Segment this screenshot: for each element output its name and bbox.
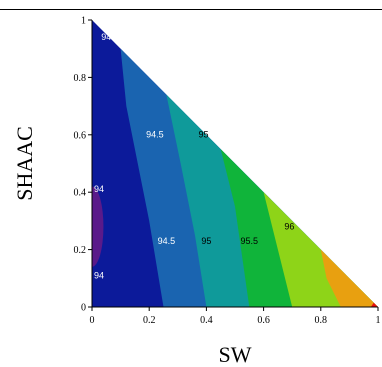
x-tick-label: 1 [376, 315, 381, 326]
contour-label: 94.5 [158, 236, 176, 246]
y-axis-title: SHAAC [12, 126, 37, 201]
y-tick-label: 0.8 [74, 73, 87, 84]
contour-label: 94 [94, 270, 104, 280]
contour-label: 94 [101, 32, 111, 42]
x-tick-label: 0 [90, 315, 95, 326]
contour-label: 94.5 [146, 130, 164, 140]
contour-label: 95 [199, 130, 209, 140]
x-axis-title: SW [219, 342, 252, 367]
contour-band-93.5-94 [92, 186, 104, 267]
contour-label: 94 [94, 184, 104, 194]
contour-label: 95.5 [241, 236, 259, 246]
x-tick-label: 0.2 [143, 315, 156, 326]
contour-labels: 94.5 95 94 94.5 95 95.5 96 94 94 [94, 32, 294, 280]
x-tick-label: 0.8 [315, 315, 328, 326]
x-axis-ticks: 0 0.2 0.4 0.6 0.8 1 [90, 307, 381, 326]
contour-label: 96 [284, 222, 294, 232]
y-tick-label: 0.4 [74, 188, 87, 199]
y-tick-label: 0.6 [74, 130, 87, 141]
y-tick-label: 1 [81, 16, 86, 27]
plot-area: 94.5 95 94 94.5 95 95.5 96 94 94 [92, 20, 378, 307]
x-tick-label: 0.4 [200, 315, 213, 326]
y-tick-label: 0 [81, 303, 86, 314]
contour-bands [92, 20, 378, 307]
contour-label: 95 [201, 236, 211, 246]
y-axis-ticks: 0 0.2 0.4 0.6 0.8 1 [74, 16, 92, 314]
y-tick-label: 0.2 [74, 245, 87, 256]
x-tick-label: 0.6 [257, 315, 270, 326]
